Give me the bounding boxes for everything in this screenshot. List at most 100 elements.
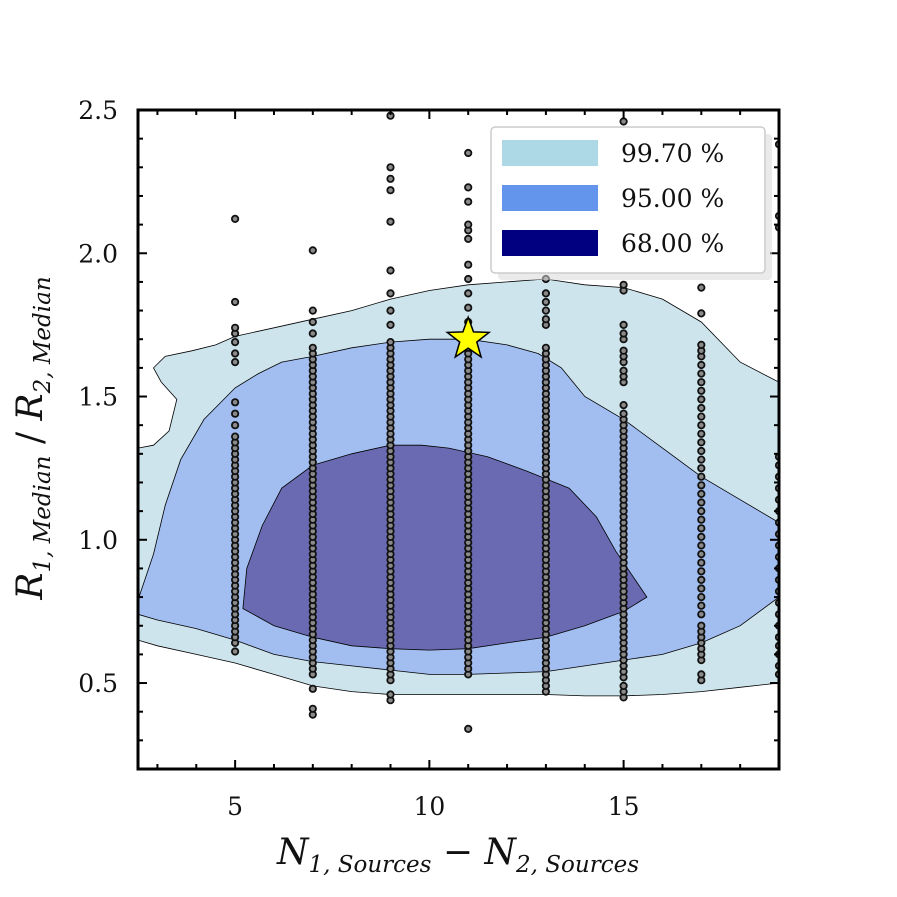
scatter-point xyxy=(386,320,395,329)
legend-swatch-99 xyxy=(502,140,598,166)
scatter-point xyxy=(308,684,317,693)
scatter-point xyxy=(697,369,706,378)
scatter-point xyxy=(697,309,706,318)
scatter-point xyxy=(541,343,551,352)
x-axis-label: N1, Sources − N2, Sources xyxy=(276,832,639,878)
scatter-point xyxy=(697,575,706,585)
scatter-point xyxy=(697,592,706,602)
highlight-layer xyxy=(445,314,492,359)
scatter-point xyxy=(231,409,240,418)
scatter-point xyxy=(697,378,706,387)
scatter-point xyxy=(231,357,240,367)
scatter-point xyxy=(697,472,706,481)
scatter-point xyxy=(697,549,706,559)
scatter-point xyxy=(308,246,317,255)
scatter-point xyxy=(697,455,706,464)
scatter-point xyxy=(697,360,706,370)
scatter-point xyxy=(464,303,473,312)
scatter-point xyxy=(619,681,628,691)
legend-swatch-95 xyxy=(502,185,598,211)
scatter-point xyxy=(231,432,240,441)
scatter-point xyxy=(308,306,317,315)
scatter-point xyxy=(464,183,473,192)
scatter-point xyxy=(386,690,395,699)
scatter-point xyxy=(697,584,706,593)
scatter-point xyxy=(697,464,706,473)
scatter-point xyxy=(386,217,395,226)
scatter-point xyxy=(697,541,706,550)
highlight-star xyxy=(445,314,492,359)
scatter-point xyxy=(308,329,317,338)
scatter-point xyxy=(464,274,473,284)
scatter-point xyxy=(619,409,628,418)
scatter-point xyxy=(697,446,706,456)
scatter-point xyxy=(619,329,628,338)
scatter-point xyxy=(697,601,706,610)
scatter-point xyxy=(386,174,395,183)
scatter-point xyxy=(464,197,473,206)
scatter-point xyxy=(697,515,706,524)
scatter-point xyxy=(308,343,317,352)
scatter-point xyxy=(697,481,706,490)
scatter-point xyxy=(308,317,317,327)
scatter-point xyxy=(619,280,628,289)
y-tick-label: 2.5 xyxy=(78,96,118,125)
scatter-point xyxy=(231,398,240,407)
scatter-point xyxy=(697,489,706,498)
legend: 99.70 % 95.00 % 68.00 % xyxy=(490,126,772,280)
scatter-point xyxy=(697,498,706,507)
scatter-point xyxy=(464,234,473,243)
y-axis-label: R1, Median / R2, Median xyxy=(10,276,56,600)
scatter-point xyxy=(464,260,473,269)
scatter-point xyxy=(231,297,240,307)
scatter-point xyxy=(697,621,706,630)
scatter-point xyxy=(697,506,706,516)
scatter-point xyxy=(541,306,551,315)
scatter-point xyxy=(386,163,395,172)
scatter-point xyxy=(386,306,395,315)
scatter-point xyxy=(231,214,240,223)
scatter-point xyxy=(541,315,551,324)
scatter-point xyxy=(541,297,551,307)
scatter-point xyxy=(231,323,240,332)
scatter-point xyxy=(697,429,706,438)
scatter-point xyxy=(697,283,706,292)
scatter-point xyxy=(386,186,395,195)
scatter-point xyxy=(697,524,706,533)
plot-frame xyxy=(136,108,781,771)
y-tick-label: 1.0 xyxy=(78,526,118,555)
y-tick-label: 0.5 xyxy=(78,669,118,698)
scatter-point xyxy=(464,148,473,158)
scatter-point xyxy=(697,395,706,404)
scatter-point xyxy=(619,400,628,410)
scatter-point xyxy=(619,117,628,126)
scatter-point xyxy=(231,349,240,358)
x-tick-label: 10 xyxy=(413,792,445,821)
scatter-point xyxy=(697,403,706,413)
scatter-point xyxy=(697,412,706,421)
y-tick-label: 2.0 xyxy=(78,239,118,268)
legend-label-95: 95.00 % xyxy=(621,184,724,213)
x-tick-label: 5 xyxy=(227,792,243,821)
x-tick-label: 15 xyxy=(608,792,640,821)
scatter-point xyxy=(231,421,240,430)
y-tick-label: 1.5 xyxy=(78,383,118,412)
scatter-point xyxy=(386,289,395,298)
scatter-point xyxy=(619,320,628,329)
scatter-point xyxy=(464,724,473,734)
scatter-point xyxy=(386,266,395,275)
scatter-point xyxy=(464,220,473,229)
legend-label-68: 68.00 % xyxy=(621,229,724,258)
scatter-point xyxy=(619,366,628,375)
scatter-point xyxy=(386,337,395,347)
scatter-point xyxy=(464,289,473,298)
scatter-point xyxy=(697,532,706,542)
scatter-point xyxy=(697,558,706,567)
scatter-point xyxy=(231,337,240,347)
scatter-point xyxy=(697,438,706,447)
scatter-point xyxy=(619,346,628,355)
scatter-point xyxy=(541,289,551,298)
scatter-point xyxy=(697,386,706,395)
scatter-point xyxy=(697,670,706,679)
